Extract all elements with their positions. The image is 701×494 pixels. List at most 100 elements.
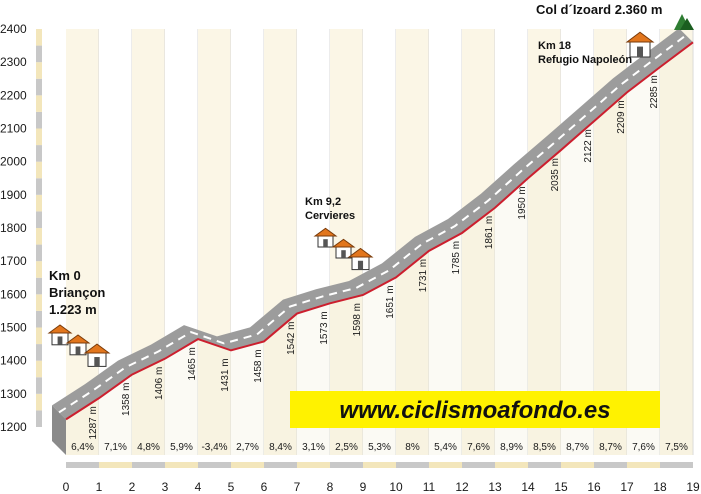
elevation-label: 1287 m <box>88 406 99 439</box>
x-bar-segment <box>396 462 429 468</box>
x-bar-segment <box>594 462 627 468</box>
y-bar-segment <box>36 294 42 311</box>
y-bar-segment <box>36 261 42 278</box>
y-bar-segment <box>36 377 42 394</box>
gradient-label: 7,6% <box>632 442 655 453</box>
x-tick-label: 17 <box>620 480 634 494</box>
y-bar-segment <box>36 228 42 245</box>
house-roof <box>47 324 73 334</box>
house-door <box>75 346 81 355</box>
km-band <box>528 29 561 455</box>
road-centerline <box>58 34 687 414</box>
x-tick-label: 18 <box>653 480 667 494</box>
y-bar-segment <box>36 178 42 195</box>
elevation-label: 2209 m <box>616 100 627 133</box>
x-tick-label: 14 <box>521 480 535 494</box>
gradient-label: 4,8% <box>137 442 160 453</box>
elevation-line <box>65 41 694 421</box>
y-bar-segment <box>36 95 42 112</box>
x-bar-segment <box>264 462 297 468</box>
gradient-label: 5,4% <box>434 442 457 453</box>
house-roof <box>625 31 655 43</box>
y-tick-label: 1800 <box>0 221 27 235</box>
summit-peak <box>680 18 694 30</box>
house-door <box>323 239 328 247</box>
house-roof <box>313 227 338 237</box>
gradient-label: 2,5% <box>335 442 358 453</box>
elevation-label: 1458 m <box>253 349 264 382</box>
gradient-label: 8,7% <box>599 442 622 453</box>
road-ribbon <box>52 28 693 456</box>
refugio-name-label: Refugio Napoleón <box>538 54 632 66</box>
x-bar-segment <box>363 462 396 468</box>
x-tick-label: 7 <box>294 480 301 494</box>
elevation-label: 1573 m <box>319 311 330 344</box>
y-tick-label: 2300 <box>0 55 27 69</box>
y-bar-segment <box>36 244 42 262</box>
road-surface <box>52 28 693 420</box>
km-band <box>264 29 297 455</box>
y-bar-segment <box>36 145 42 162</box>
y-bar-segment <box>36 29 42 46</box>
y-tick-label: 1600 <box>0 287 27 301</box>
refugio-house-icon <box>625 31 655 58</box>
gradient-labels: 6,4% 7,1% 4,8% 5,9% -3,4% 2,7% 8,4% 3,1% 2,5% 5,3… <box>71 442 688 453</box>
x-tick-labels: 0 1 2 3 4 5 6 7 8 9 10 11 12 13 14 15 16 17 18 19 <box>63 480 700 494</box>
x-bar-segment <box>297 462 330 468</box>
y-tick-label: 2200 <box>0 88 27 102</box>
profile-fill <box>66 42 693 456</box>
x-tick-label: 3 <box>162 480 169 494</box>
y-bar-segment <box>36 45 42 63</box>
x-tick-label: 4 <box>195 480 202 494</box>
x-bar-segment <box>66 462 99 468</box>
y-bar-segment <box>36 78 42 96</box>
x-axis-bar <box>66 462 693 468</box>
km-band <box>660 29 693 455</box>
x-tick-label: 0 <box>63 480 70 494</box>
mid-house-icon <box>313 227 338 248</box>
x-tick-label: 11 <box>423 480 436 494</box>
x-bar-segment <box>231 462 264 468</box>
house-door <box>341 250 346 258</box>
x-tick-label: 13 <box>488 480 502 494</box>
gradient-label: 8% <box>405 442 420 453</box>
x-tick-label: 1 <box>96 480 103 494</box>
elevation-label: 1431 m <box>220 358 231 391</box>
mid-town-label: Cervieres <box>305 210 355 222</box>
y-bar-segment <box>36 393 42 411</box>
x-tick-label: 16 <box>587 480 601 494</box>
house-door <box>357 260 364 270</box>
km-band <box>627 29 660 455</box>
website-banner <box>290 391 660 428</box>
y-tick-label: 1200 <box>0 420 27 434</box>
km-band <box>198 29 231 455</box>
elevation-label: 2035 m <box>550 158 561 191</box>
gradient-label: 8,9% <box>500 442 523 453</box>
house-roof <box>347 247 374 258</box>
km-band <box>495 29 528 455</box>
start-town-label: Briançon <box>49 285 105 300</box>
start-elevation-label: 1.223 m <box>49 302 97 317</box>
road-side <box>52 405 66 455</box>
x-bar-segment <box>462 462 495 468</box>
x-tick-label: 19 <box>686 480 700 494</box>
y-bar-segment <box>36 327 42 345</box>
house-roof <box>331 238 356 248</box>
house-door <box>57 336 63 345</box>
y-bar-segment <box>36 360 42 378</box>
km-band <box>231 29 264 455</box>
start-km-label: Km 0 <box>49 268 81 283</box>
website-label: www.ciclismoafondo.es <box>339 397 610 424</box>
gradient-label: 7,5% <box>665 442 688 453</box>
mid-km-label: Km 9,2 <box>305 196 341 208</box>
x-bar-segment <box>627 462 660 468</box>
x-bar-segment <box>528 462 561 468</box>
mid-house-icon <box>331 238 356 259</box>
y-axis-bar <box>36 29 42 427</box>
house-roof <box>83 343 111 354</box>
y-tick-label: 1300 <box>0 387 27 401</box>
km-band <box>132 29 165 455</box>
y-bar-segment <box>36 128 42 146</box>
y-tick-label: 1500 <box>0 321 27 335</box>
elevation-label: 2122 m <box>583 129 594 162</box>
